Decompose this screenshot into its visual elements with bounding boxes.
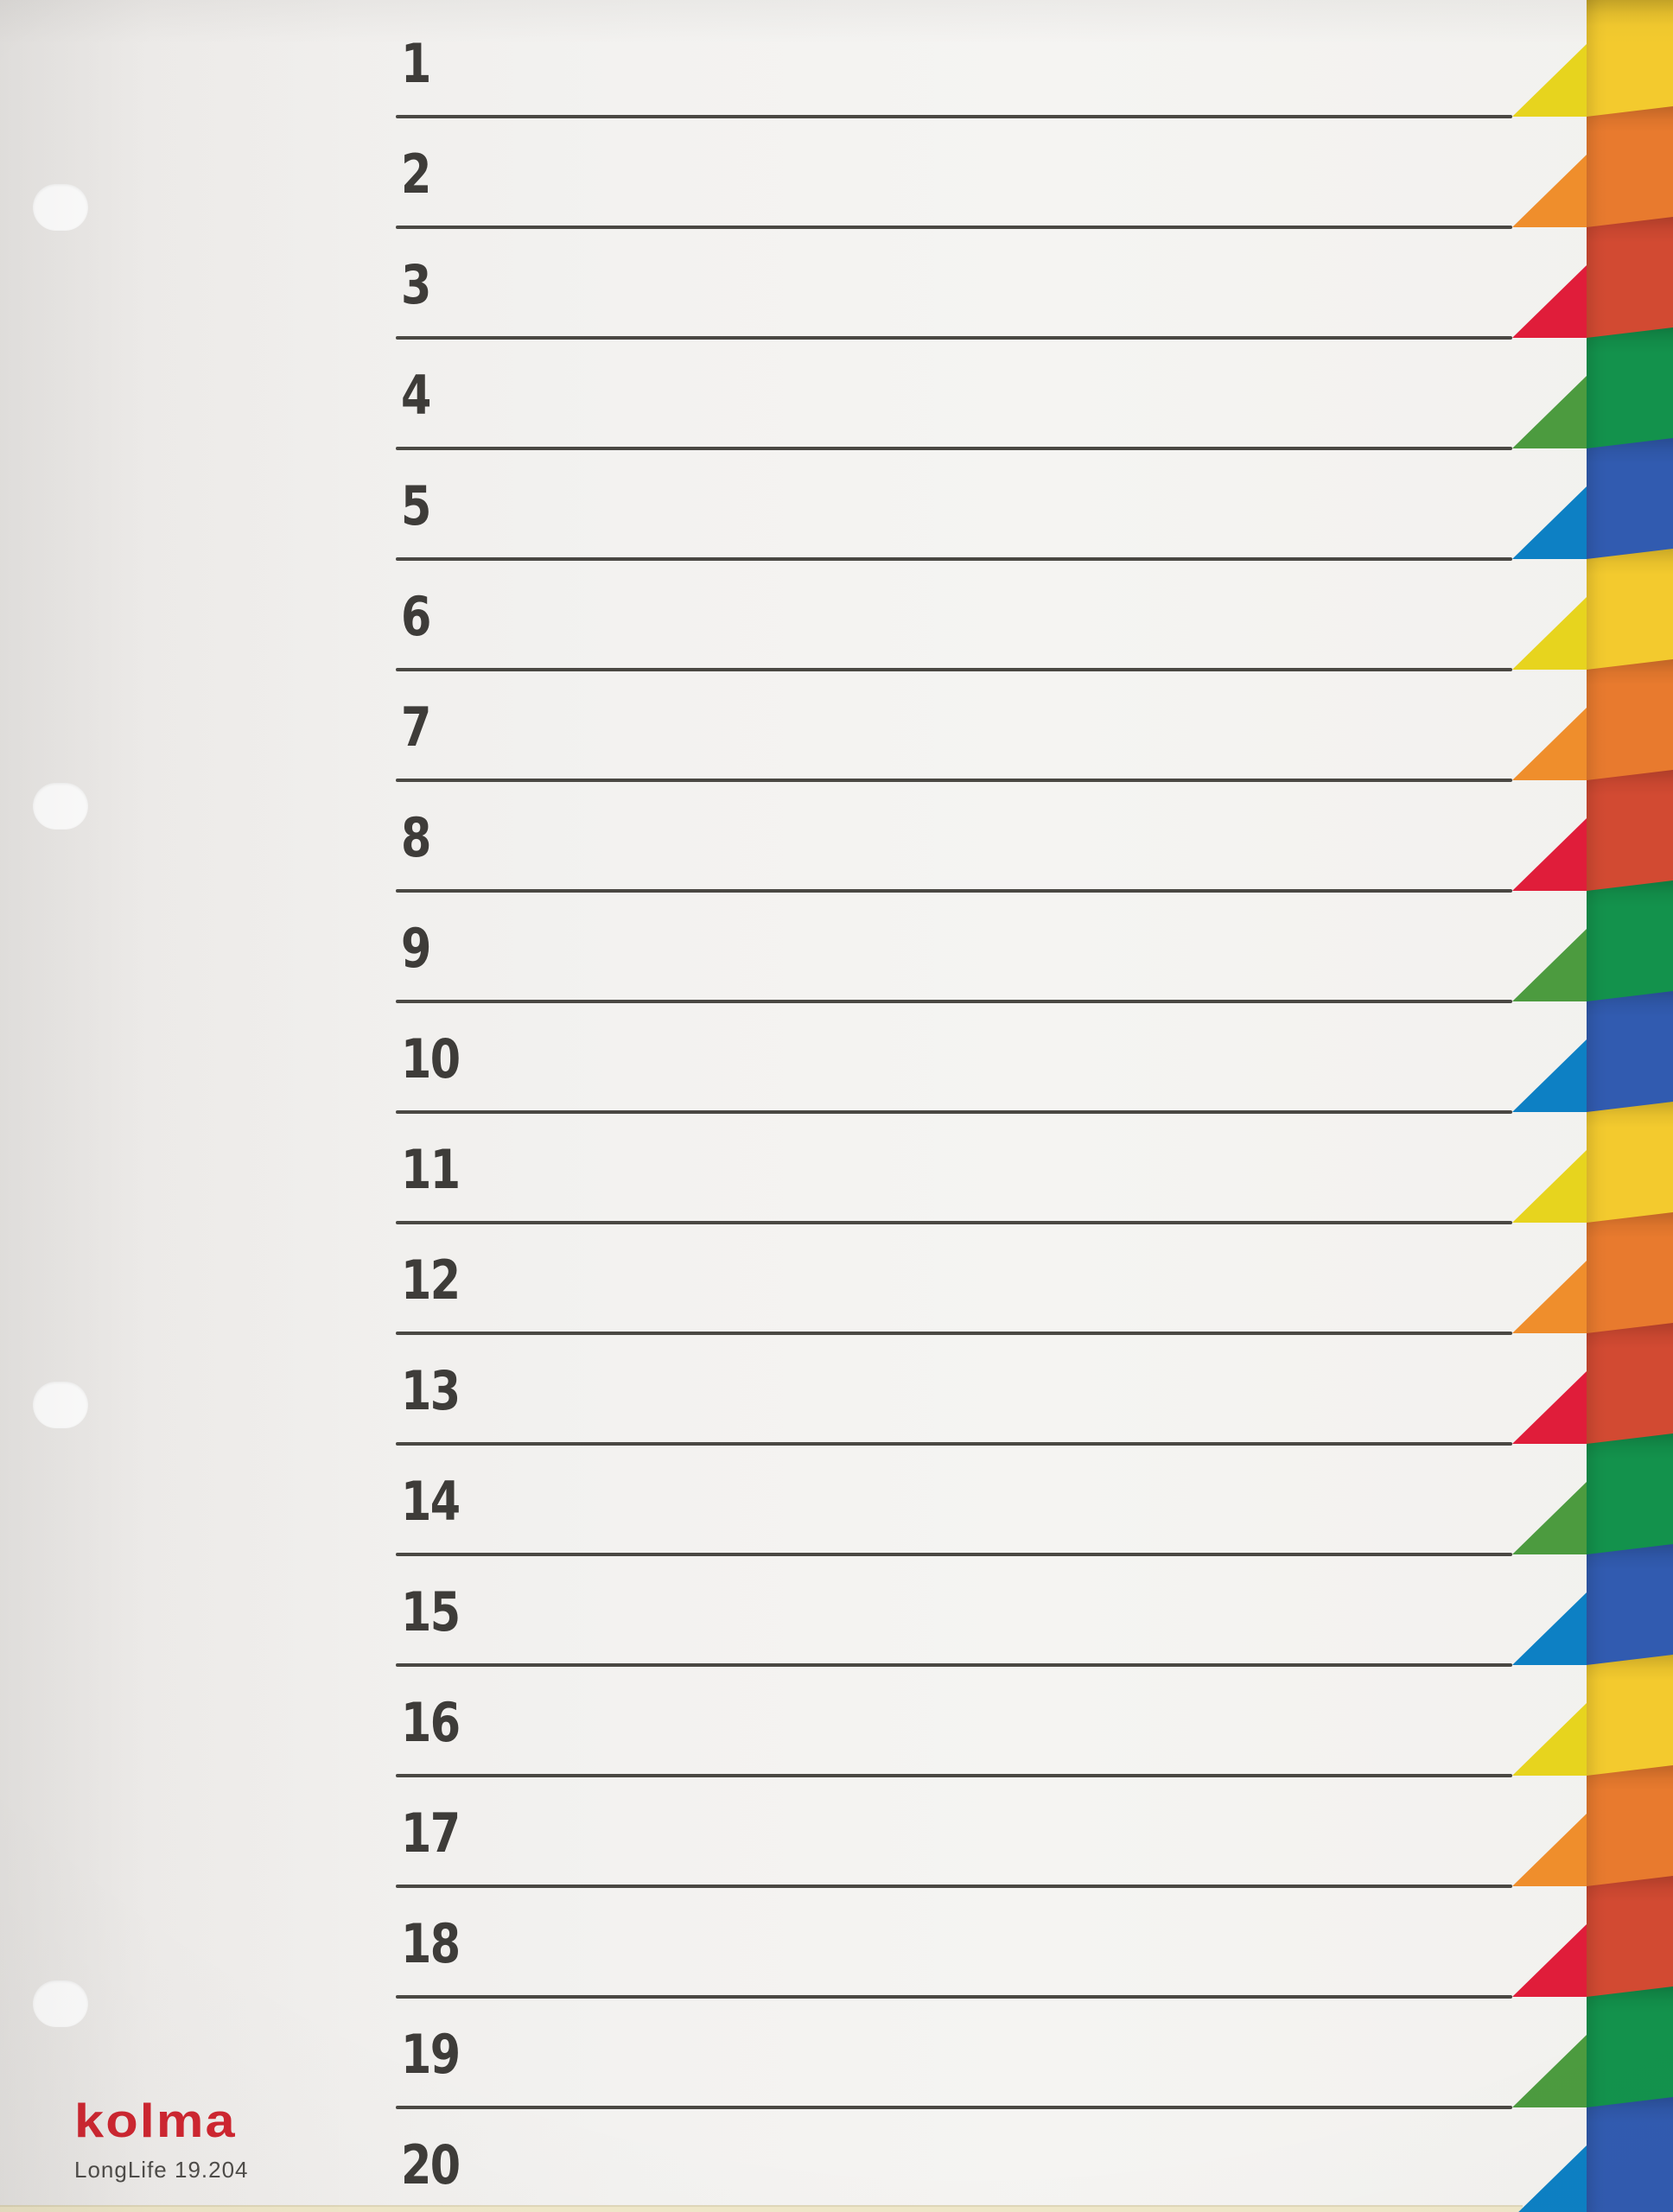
row-divider-line <box>396 115 1512 118</box>
tab-number: 20 <box>401 2133 461 2196</box>
tab-number: 14 <box>401 1470 461 1533</box>
tab-number: 7 <box>401 696 431 759</box>
tab-corner <box>1512 2035 1587 2107</box>
tab-number: 9 <box>401 917 431 980</box>
edge-tab <box>1587 438 1673 559</box>
tab-number: 6 <box>401 585 431 648</box>
row-divider-line <box>396 1332 1512 1335</box>
under-sheet-edge <box>0 2205 1523 2212</box>
punch-hole <box>33 783 88 830</box>
punch-hole <box>33 1382 88 1428</box>
row-divider-line <box>396 1663 1512 1667</box>
edge-tab <box>1587 1433 1673 1554</box>
tab-corner <box>1512 1261 1587 1333</box>
row-divider-line <box>396 226 1512 229</box>
tab-number: 1 <box>401 32 431 95</box>
row-divider-line <box>396 336 1512 340</box>
row-divider-line <box>396 889 1512 893</box>
row-divider-line <box>396 668 1512 671</box>
tab-number: 16 <box>401 1691 461 1754</box>
edge-tab <box>1587 880 1673 1001</box>
edge-tab <box>1587 2097 1673 2212</box>
row-divider-line <box>396 1221 1512 1224</box>
tab-corner <box>1512 376 1587 448</box>
tab-corner <box>1512 597 1587 670</box>
row-divider-line <box>396 1774 1512 1777</box>
edge-tab <box>1587 1323 1673 1444</box>
edge-tab <box>1587 0 1673 117</box>
tab-number: 12 <box>401 1249 461 1312</box>
edge-tab <box>1587 1544 1673 1665</box>
tab-corner <box>1512 1482 1587 1554</box>
tab-corner <box>1512 1703 1587 1776</box>
edge-tab <box>1587 106 1673 227</box>
tab-corner <box>1512 1039 1587 1112</box>
edge-tab <box>1587 217 1673 338</box>
row-divider-line <box>396 1553 1512 1556</box>
brand-logo: kolma <box>74 2094 237 2148</box>
edge-tab <box>1587 1876 1673 1997</box>
tab-corner <box>1512 1924 1587 1997</box>
tab-number: 17 <box>401 1802 461 1865</box>
tab-number: 15 <box>401 1580 461 1643</box>
punch-hole <box>33 1980 88 2027</box>
tab-corner <box>1512 1814 1587 1886</box>
edge-tab <box>1587 659 1673 780</box>
tab-corner <box>1512 1150 1587 1223</box>
tab-number: 3 <box>401 253 431 316</box>
tab-corner <box>1512 1371 1587 1444</box>
row-divider-line <box>396 1995 1512 1999</box>
tab-number: 8 <box>401 806 431 869</box>
row-divider-line <box>396 1110 1512 1114</box>
edge-tab <box>1587 991 1673 1112</box>
row-divider-line <box>396 447 1512 450</box>
tab-number: 13 <box>401 1359 461 1422</box>
tab-corner <box>1512 265 1587 338</box>
tab-number: 2 <box>401 143 431 206</box>
tab-corner <box>1512 2145 1587 2212</box>
row-divider-line <box>396 779 1512 782</box>
tab-corner <box>1512 818 1587 891</box>
punch-hole <box>33 184 88 231</box>
row-divider-line <box>396 2106 1512 2109</box>
tab-number: 18 <box>401 1912 461 1975</box>
product-code: LongLife 19.204 <box>74 2157 249 2183</box>
tab-number: 19 <box>401 2023 461 2086</box>
tab-corner <box>1512 1592 1587 1665</box>
tab-corner <box>1512 486 1587 559</box>
edge-tab <box>1587 549 1673 670</box>
edge-tab <box>1587 1765 1673 1886</box>
tab-number: 5 <box>401 474 431 537</box>
tab-corner <box>1512 708 1587 780</box>
edge-tab <box>1587 1655 1673 1776</box>
row-divider-line <box>396 1000 1512 1003</box>
branding-block: kolma LongLife 19.204 <box>74 2098 249 2181</box>
edge-tab <box>1587 1986 1673 2107</box>
tab-corner <box>1512 44 1587 117</box>
edge-tab <box>1587 327 1673 448</box>
tab-number: 10 <box>401 1027 461 1090</box>
tab-corner <box>1512 155 1587 227</box>
tab-number: 11 <box>401 1138 461 1201</box>
row-divider-line <box>396 1442 1512 1446</box>
row-divider-line <box>396 557 1512 561</box>
edge-tab <box>1587 1102 1673 1223</box>
edge-tab <box>1587 1212 1673 1333</box>
edge-tab <box>1587 770 1673 891</box>
tab-number: 4 <box>401 364 431 427</box>
row-divider-line <box>396 1885 1512 1888</box>
tab-corner <box>1512 929 1587 1001</box>
